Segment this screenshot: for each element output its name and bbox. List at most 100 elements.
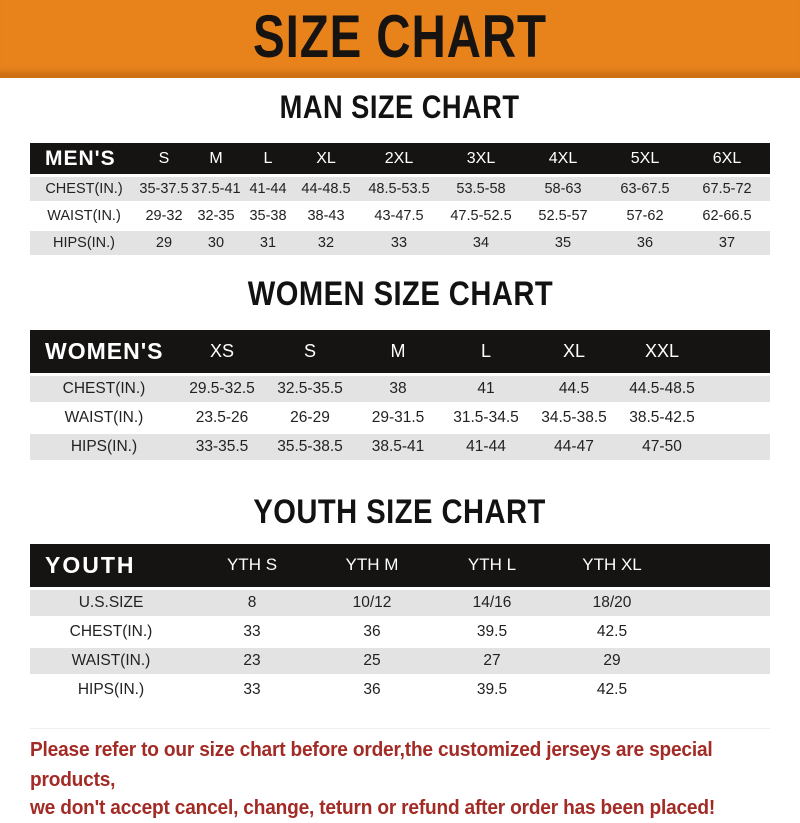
measurement-value: 35-38: [242, 204, 294, 229]
measurement-row: HIPS(IN.) 33 36 39.5 42.5: [30, 676, 770, 703]
measurement-row: WAIST(IN.) 23 25 27 29: [30, 647, 770, 674]
row-spacer-cell: [706, 375, 770, 402]
header-spacer-cell: [672, 543, 770, 587]
youth-size-section: YOUTH SIZE CHART YOUTH YTH S YTH M YTH L YTH…: [0, 491, 800, 706]
row-spacer-cell: [672, 618, 770, 645]
measurement-row: WAIST(IN.) 29-32 32-35 35-38 38-43 43-47.5 47.…: [30, 204, 770, 229]
measurement-label: HIPS(IN.): [30, 676, 192, 703]
measurement-value: 36: [604, 231, 686, 256]
measurement-value: 38.5-42.5: [618, 404, 706, 431]
row-spacer-cell: [706, 404, 770, 431]
women-size-section: WOMEN SIZE CHART WOMEN'S XS S M L XL XXL CHEST(…: [0, 274, 800, 463]
measurement-label: HIPS(IN.): [30, 231, 138, 256]
measurement-value: 26-29: [266, 404, 354, 431]
size-table-header-row: WOMEN'S XS S M L XL XXL: [30, 329, 770, 373]
size-chart-banner: SIZE CHART: [0, 0, 800, 78]
size-column-header: 6XL: [686, 143, 768, 175]
measurement-value: 35: [522, 231, 604, 256]
row-spacer-cell: [672, 676, 770, 703]
measurement-value: 23: [192, 647, 312, 674]
table-group-label: YOUTH: [30, 543, 192, 587]
measurement-value: 67.5-72: [686, 177, 768, 202]
size-column-header: XL: [294, 143, 358, 175]
measurement-value: 39.5: [432, 618, 552, 645]
measurement-value: 38: [354, 375, 442, 402]
row-spacer-cell: [672, 589, 770, 616]
measurement-value: 58-63: [522, 177, 604, 202]
measurement-value: 29.5-32.5: [178, 375, 266, 402]
measurement-row: HIPS(IN.) 29 30 31 32 33 34 35 36 37: [30, 231, 770, 256]
measurement-row: HIPS(IN.) 33-35.5 35.5-38.5 38.5-41 41-44 44-…: [30, 433, 770, 460]
measurement-value: 29: [552, 647, 672, 674]
size-column-header: 3XL: [440, 143, 522, 175]
measurement-value: 25: [312, 647, 432, 674]
footer-disclaimer-line2: we don't accept cancel, change, teturn o…: [30, 796, 716, 820]
measurement-value: 38.5-41: [354, 433, 442, 460]
size-column-header: XL: [530, 329, 618, 373]
size-column-header: S: [266, 329, 354, 373]
measurement-value: 35.5-38.5: [266, 433, 354, 460]
size-column-header: YTH M: [312, 543, 432, 587]
measurement-value: 53.5-58: [440, 177, 522, 202]
row-spacer-cell: [706, 433, 770, 460]
measurement-value: 62-66.5: [686, 204, 768, 229]
size-column-header: M: [190, 143, 242, 175]
measurement-value: 32.5-35.5: [266, 375, 354, 402]
measurement-value: 8: [192, 589, 312, 616]
size-column-header: L: [242, 143, 294, 175]
youth-size-table: YOUTH YTH S YTH M YTH L YTH XL U.S.SIZE 8 10/12…: [30, 541, 770, 706]
measurement-value: 48.5-53.5: [358, 177, 440, 202]
measurement-value: 32: [294, 231, 358, 256]
measurement-value: 14/16: [432, 589, 552, 616]
header-spacer-cell: [706, 329, 770, 373]
measurement-value: 41-44: [242, 177, 294, 202]
man-section-title: MAN SIZE CHART: [280, 90, 520, 126]
measurement-label: WAIST(IN.): [30, 204, 138, 229]
row-spacer-cell: [768, 231, 770, 256]
banner-title: SIZE CHART: [253, 3, 547, 71]
size-column-header: 2XL: [358, 143, 440, 175]
measurement-value: 42.5: [552, 676, 672, 703]
measurement-value: 29-31.5: [354, 404, 442, 431]
row-spacer-cell: [768, 177, 770, 202]
measurement-value: 38-43: [294, 204, 358, 229]
footer-disclaimer: Please refer to our size chart before or…: [30, 727, 770, 823]
measurement-label: U.S.SIZE: [30, 589, 192, 616]
measurement-value: 44.5: [530, 375, 618, 402]
measurement-row: CHEST(IN.) 35-37.5 37.5-41 41-44 44-48.5 48.5…: [30, 177, 770, 202]
women-size-table: WOMEN'S XS S M L XL XXL CHEST(IN.) 29.5-32.5 32.5…: [30, 327, 770, 463]
measurement-value: 42.5: [552, 618, 672, 645]
row-spacer-cell: [672, 647, 770, 674]
size-column-header: 5XL: [604, 143, 686, 175]
table-group-label: MEN'S: [30, 143, 138, 175]
measurement-value: 63-67.5: [604, 177, 686, 202]
women-section-title: WOMEN SIZE CHART: [247, 274, 553, 314]
measurement-value: 41: [442, 375, 530, 402]
measurement-value: 57-62: [604, 204, 686, 229]
size-column-header: XXL: [618, 329, 706, 373]
measurement-value: 30: [190, 231, 242, 256]
size-column-header: L: [442, 329, 530, 373]
man-size-section: MAN SIZE CHART MEN'S S M L XL 2XL 3XL 4XL 5XL 6XL…: [0, 90, 800, 258]
measurement-value: 32-35: [190, 204, 242, 229]
measurement-value: 47.5-52.5: [440, 204, 522, 229]
measurement-row: CHEST(IN.) 29.5-32.5 32.5-35.5 38 41 44.5 44.5…: [30, 375, 770, 402]
measurement-value: 23.5-26: [178, 404, 266, 431]
measurement-value: 29: [138, 231, 190, 256]
measurement-value: 33: [358, 231, 440, 256]
measurement-value: 18/20: [552, 589, 672, 616]
men-size-table: MEN'S S M L XL 2XL 3XL 4XL 5XL 6XL CHEST(IN.) 35-37…: [30, 140, 770, 258]
measurement-value: 33: [192, 618, 312, 645]
measurement-value: 27: [432, 647, 552, 674]
measurement-label: WAIST(IN.): [30, 647, 192, 674]
measurement-value: 44.5-48.5: [618, 375, 706, 402]
measurement-value: 33: [192, 676, 312, 703]
size-column-header: YTH S: [192, 543, 312, 587]
measurement-value: 31.5-34.5: [442, 404, 530, 431]
youth-section-title: YOUTH SIZE CHART: [253, 491, 547, 531]
measurement-value: 47-50: [618, 433, 706, 460]
size-column-header: YTH XL: [552, 543, 672, 587]
size-table-header-row: MEN'S S M L XL 2XL 3XL 4XL 5XL 6XL: [30, 143, 770, 175]
measurement-value: 44-47: [530, 433, 618, 460]
measurement-value: 34.5-38.5: [530, 404, 618, 431]
